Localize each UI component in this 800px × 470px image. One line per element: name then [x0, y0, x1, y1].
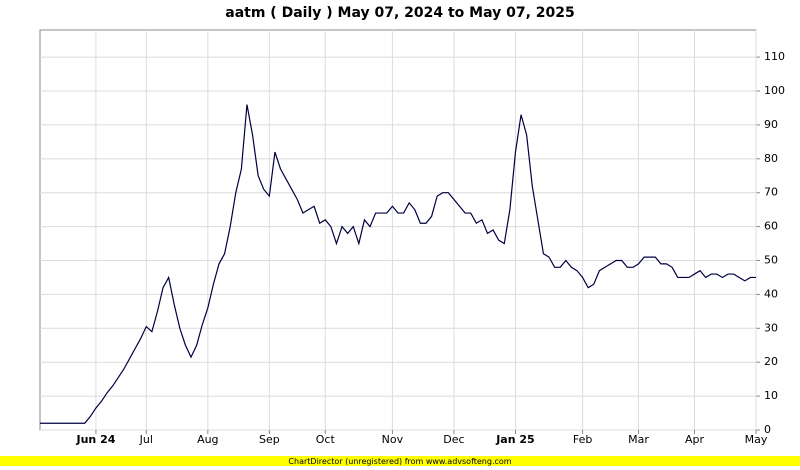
x-tick-label: May: [745, 433, 768, 446]
x-tick-label: Mar: [628, 433, 649, 446]
x-tick-label: Aug: [197, 433, 218, 446]
x-tick-label: Jan 25: [495, 433, 534, 446]
x-tick-label: Nov: [382, 433, 404, 446]
footer-bar: [0, 456, 800, 466]
x-tick-label: Sep: [259, 433, 280, 446]
y-tick-label: 40: [764, 287, 778, 300]
y-tick-label: 20: [764, 355, 778, 368]
x-tick-label: Oct: [316, 433, 336, 446]
y-tick-label: 110: [764, 50, 785, 63]
y-tick-label: 70: [764, 186, 778, 199]
y-tick-label: 60: [764, 220, 778, 233]
footer-text: ChartDirector (unregistered) from www.ad…: [288, 457, 511, 466]
x-tick-label: Apr: [685, 433, 705, 446]
y-tick-label: 100: [764, 84, 785, 97]
y-tick-label: 80: [764, 152, 778, 165]
price-line: [40, 104, 756, 424]
y-tick-label: 50: [764, 254, 778, 267]
y-tick-label: 30: [764, 321, 778, 334]
x-tick-label: Jul: [139, 433, 153, 446]
chart-title: aatm ( Daily ) May 07, 2024 to May 07, 2…: [225, 5, 575, 21]
x-tick-label: Jun 24: [75, 433, 115, 446]
y-tick-label: 0: [764, 423, 771, 436]
x-tick-label: Dec: [443, 433, 464, 446]
x-tick-label: Feb: [573, 433, 592, 446]
y-tick-label: 90: [764, 118, 778, 131]
y-tick-label: 10: [764, 389, 778, 402]
plot-area: [39, 29, 757, 431]
